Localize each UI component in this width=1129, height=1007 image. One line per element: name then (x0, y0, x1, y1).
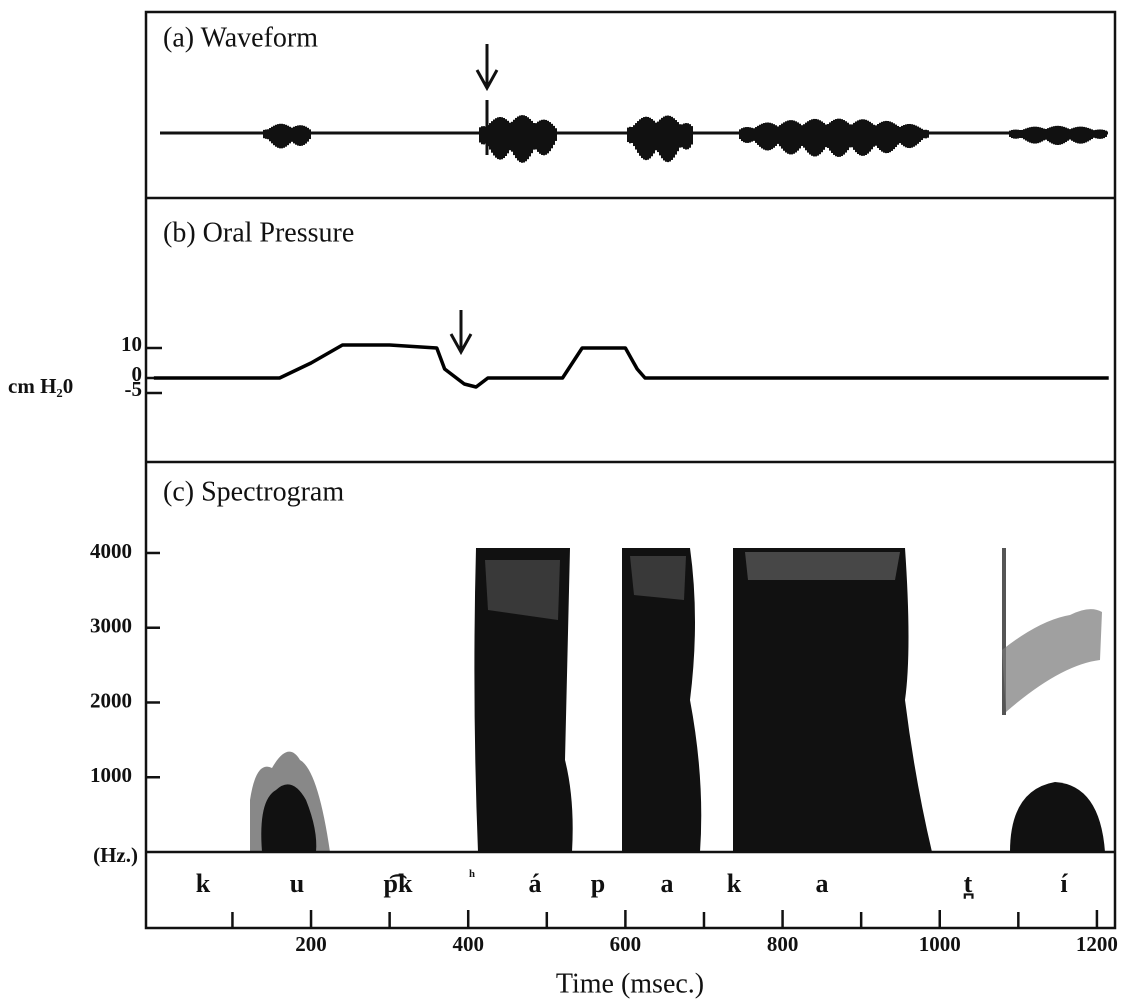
y-tick-label: 2000 (90, 688, 132, 712)
x-tick-label: 400 (452, 932, 484, 956)
segment-label: p (591, 869, 605, 898)
segment-label: ʰ (469, 866, 475, 886)
x-tick-label: 1200 (1076, 932, 1118, 956)
segment-label: í (1060, 869, 1068, 898)
waveform-trace (160, 100, 1108, 163)
y-axis-label: (Hz.) (93, 843, 138, 867)
frame (144, 10, 1117, 930)
segment-label: a (816, 869, 829, 898)
panel-title: (c) Spectrogram (163, 476, 344, 507)
y-tick-label: 0 (132, 362, 143, 386)
x-tick-label: 800 (767, 932, 799, 956)
arrow (449, 310, 473, 356)
y-tick-label: 10 (121, 332, 142, 356)
panel-title: (b) Oral Pressure (163, 217, 354, 248)
y-axis-label: cm H₂0 (8, 374, 73, 398)
segment-label: k (727, 869, 742, 898)
segment-label: p͡k (384, 869, 413, 898)
x-tick-label: 600 (610, 932, 642, 956)
x-tick-label: 1000 (919, 932, 961, 956)
spectrogram-image (250, 548, 1105, 852)
x-axis-label: Time (msec.) (556, 968, 704, 999)
arrow (475, 44, 499, 92)
x-tick-label: 200 (295, 932, 327, 956)
segment-label: k (196, 869, 211, 898)
pressure-line (153, 343, 1109, 389)
segment-label: t̪ (964, 869, 974, 898)
segment-label: a (661, 869, 674, 898)
segment-label: u (290, 869, 304, 898)
y-tick-label: 1000 (90, 763, 132, 787)
y-tick-label: -5 (125, 377, 143, 401)
panel-title: (a) Waveform (163, 22, 318, 53)
y-tick-label: 4000 (90, 539, 132, 563)
segment-label: á (529, 869, 542, 898)
y-tick-label: 3000 (90, 614, 132, 638)
